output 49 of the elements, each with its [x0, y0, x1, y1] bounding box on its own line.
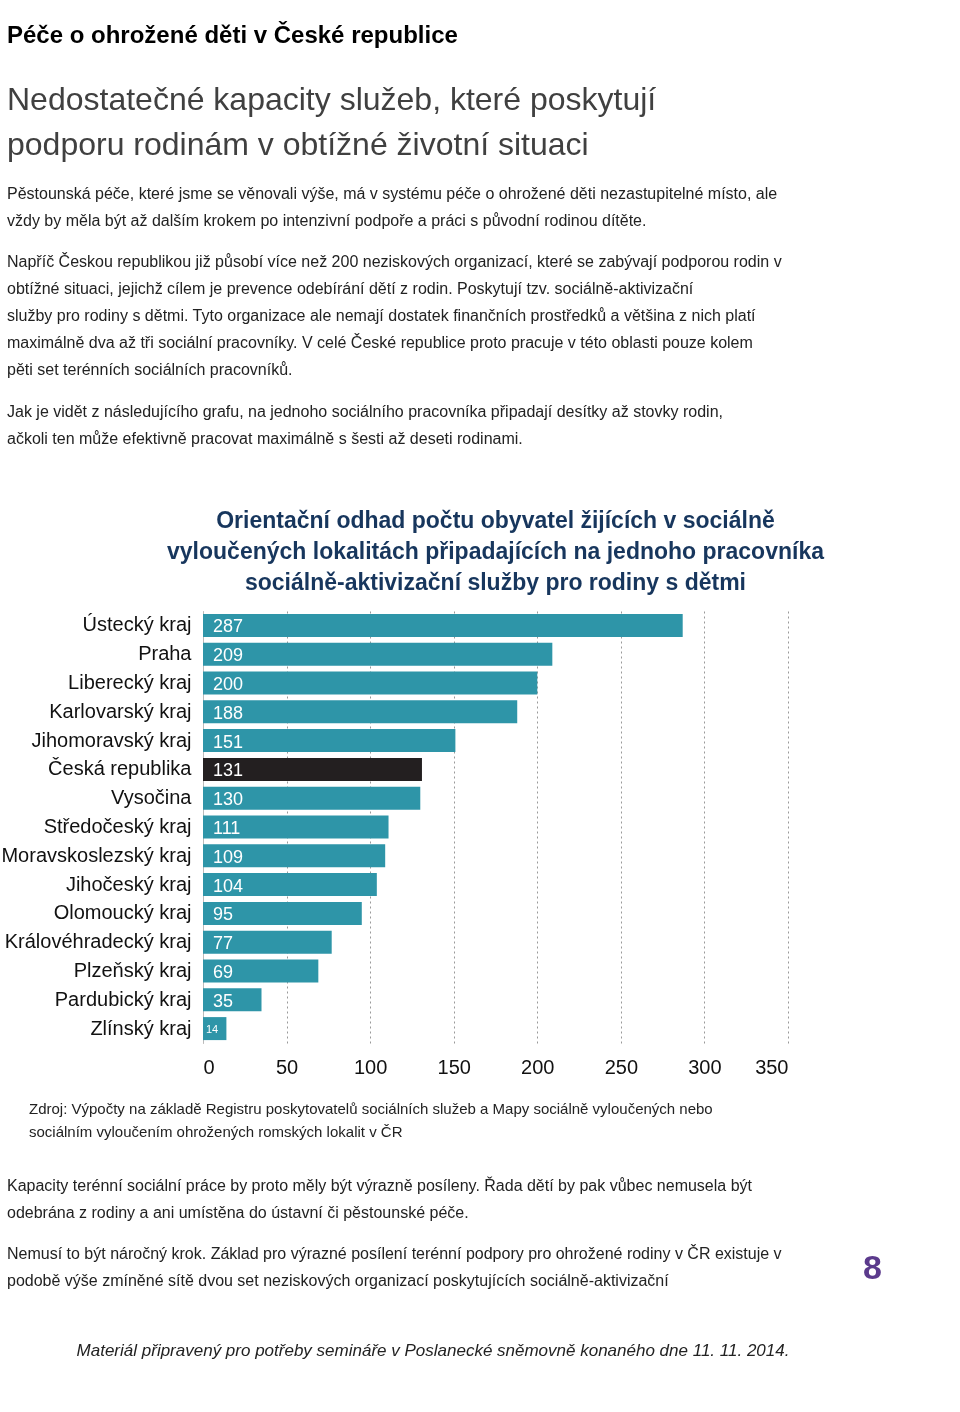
data-label: 130: [213, 789, 244, 810]
x-tick-label: 150: [437, 1055, 471, 1078]
data-label: 200: [213, 674, 244, 694]
x-tick-label: 100: [353, 1055, 388, 1078]
data-label: 209: [213, 645, 244, 666]
y-tick-label: Karlovarský kraj: [49, 699, 192, 722]
data-label: 95: [213, 904, 234, 925]
y-tick-label: Liberecký kraj: [68, 671, 192, 693]
data-label: 151: [213, 731, 244, 752]
data-label: 188: [213, 702, 244, 723]
y-tick-label: Jihomoravský kraj: [31, 728, 192, 751]
data-label: 104: [213, 875, 244, 896]
x-tick-label: 300: [688, 1055, 722, 1078]
text: Péče o ohrožené děti v České republice: [7, 21, 458, 48]
text: 8: [863, 1248, 882, 1286]
text: Pěstounská péče, které jsme se věnovali výše, má v systému péče o ohrožené děti nezastupitelné místo, ale vždy by měla být až dalším krokem po intenzivní podpoře a práci s původní rodinou dítěte.: [7, 185, 778, 229]
y-tick-label: Česká republika: [48, 757, 193, 780]
y-tick-label: Jihočeský kraj: [65, 872, 192, 895]
y-tick-label: Plzeňský kraj: [73, 959, 192, 981]
y-tick-label: Olomoucký kraj: [53, 901, 192, 924]
data-label: 131: [213, 760, 244, 781]
data-label: 111: [213, 818, 241, 838]
data-label: 77: [213, 933, 234, 954]
data-label: 69: [213, 962, 234, 982]
data-label: 109: [213, 846, 244, 867]
data-label: 14: [206, 1022, 219, 1035]
x-tick-label: 0: [203, 1055, 215, 1078]
text: Jak je vidět z následujícího grafu, na jednoho sociálního pracovníka připadají desítky až stovky rodin, ačkoli ten může efektivně pracovat maximálně s šesti až deseti rodinami.: [7, 403, 723, 447]
y-tick-label: Královéhradecký kraj: [4, 930, 192, 953]
x-tick-label: 350: [755, 1055, 789, 1078]
data-label: 287: [213, 616, 244, 637]
text: Napříč Českou republikou již působí více než 200 neziskových organizací, které se zabývají podporou rodin v obtížné situaci, jejichž cílem je prevence odebírání dětí z rodin. Poskytují tzv. sociálně-aktivizační služby pro rodiny s dětmi. Tyto organizace ale nemají dostatek finančních prostředků a většina z nich platí maximálně dva až tři sociální pracovníky. V celé České republice proto pracuje v této oblasti pouze kolem pěti set terénních sociálních pracovníků.: [7, 252, 782, 378]
y-tick-label: Vysočina: [111, 786, 193, 809]
y-tick-label: Praha: [138, 642, 193, 665]
chart-title: Orientační odhad počtu obyvatel žijících v sociálně vyloučených lokalitách připadajících na jednoho pracovníka sociálně-aktivizační služby pro rodiny s dětmi: [167, 507, 825, 595]
y-tick-label: Moravskoslezský kraj: [1, 843, 192, 866]
text: Nemusí to být náročný krok. Základ pro výrazné posílení terénní podpory pro ohrožené rodiny v ČR existuje v podobě výše zmíněné sítě dvou set neziskových organizací poskytujících sociálně-aktivizační: [7, 1244, 782, 1289]
text: Materiál připravený pro potřeby semináře v Poslanecké sněmovně konaného dne 11. 11. 2014.: [76, 1341, 790, 1360]
y-tick-label: Zlínský kraj: [90, 1016, 192, 1039]
x-tick-label: 50: [275, 1055, 299, 1078]
y-tick-label: Pardubický kraj: [54, 987, 192, 1010]
text: Kapacity terénní sociální práce by proto měly být výrazně posíleny. Řada dětí by pak vůbec nemusela být odebrána z rodiny a ani umístěna do ústavní či pěstounské péče.: [7, 1176, 753, 1221]
y-tick-label: Středočeský kraj: [43, 815, 192, 837]
text: Nedostatečné kapacity služeb, které poskytují podporu rodinám v obtížné životní situaci: [7, 81, 657, 162]
text: Zdroj: Výpočty na základě Registru poskytovatelů sociálních služeb a Mapy sociálně vyloučených nebo sociálním vyloučením ohrožených romských lokalit v ČR: [29, 1100, 713, 1140]
x-tick-label: 250: [604, 1055, 639, 1078]
y-tick-label: Ústecký kraj: [82, 613, 192, 636]
data-label: 35: [213, 990, 234, 1011]
x-tick-label: 200: [521, 1055, 555, 1078]
